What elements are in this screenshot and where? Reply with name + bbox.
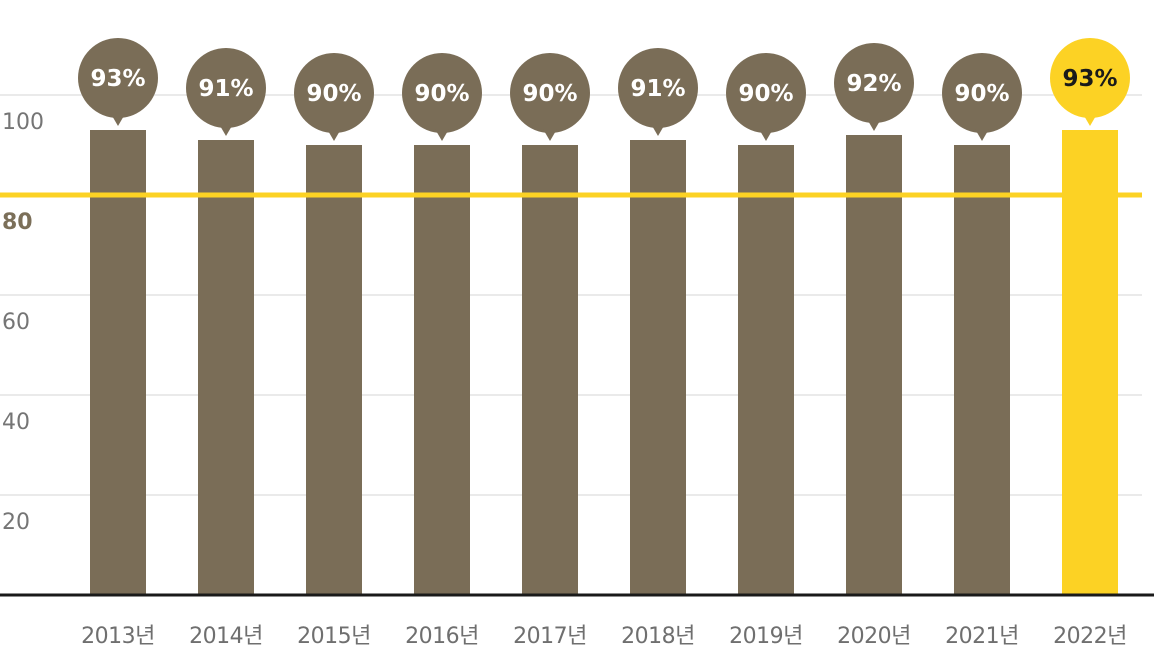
data-label-bubble-2017년: 90%	[510, 53, 590, 141]
bar-2021년	[954, 145, 1010, 595]
bar-2014년	[198, 140, 254, 595]
data-label-2019년: 90%	[738, 81, 793, 107]
bubble-circle	[834, 43, 914, 123]
bubble-circle	[78, 38, 158, 118]
bubble-pointer	[327, 129, 341, 141]
bubble-circle	[294, 53, 374, 133]
data-label-bubble-2016년: 90%	[402, 53, 482, 141]
data-label-bubble-2020년: 92%	[834, 43, 914, 131]
axis-layer: 20 40 60 80 100 2013년 2014년 2015년 2016년 2017년 2018…	[0, 110, 1154, 649]
y-tick-label-40: 40	[2, 410, 30, 435]
y-tick-label-20: 20	[2, 510, 30, 535]
bubble-circle	[402, 53, 482, 133]
x-tick-label-2019년: 2019년	[729, 624, 803, 649]
data-label-2014년: 91%	[198, 76, 253, 102]
x-tick-label-2017년: 2017년	[513, 624, 587, 649]
data-label-bubble-2015년: 90%	[294, 53, 374, 141]
bubble-pointer	[219, 124, 233, 136]
data-label-2021년: 90%	[954, 81, 1009, 107]
y-tick-label-100: 100	[2, 110, 44, 135]
data-label-2018년: 91%	[630, 76, 685, 102]
data-label-bubble-2013년: 93%	[78, 38, 158, 126]
bubble-circle	[942, 53, 1022, 133]
x-tick-label-2014년: 2014년	[189, 624, 263, 649]
bubble-pointer	[435, 129, 449, 141]
bubble-pointer	[543, 129, 557, 141]
data-label-bubble-2014년: 91%	[186, 48, 266, 136]
bar-2022년	[1062, 130, 1118, 595]
bubble-pointer	[867, 119, 881, 131]
bubble-circle	[1050, 38, 1130, 118]
bubble-pointer	[1083, 114, 1097, 126]
data-label-2013년: 93%	[90, 66, 145, 92]
bar-2013년	[90, 130, 146, 595]
x-tick-label-2020년: 2020년	[837, 624, 911, 649]
data-label-2016년: 90%	[414, 81, 469, 107]
bar-2020년	[846, 135, 902, 595]
data-label-bubble-2018년: 91%	[618, 48, 698, 136]
data-label-2022년: 93%	[1062, 66, 1117, 92]
x-tick-label-2021년: 2021년	[945, 624, 1019, 649]
bubble-pointer	[759, 129, 773, 141]
bubble-circle	[186, 48, 266, 128]
bar-2015년	[306, 145, 362, 595]
bubble-circle	[726, 53, 806, 133]
bubble-circle	[618, 48, 698, 128]
x-tick-label-2013년: 2013년	[81, 624, 155, 649]
bubble-pointer	[651, 124, 665, 136]
bubble-circle	[510, 53, 590, 133]
data-label-2015년: 90%	[306, 81, 361, 107]
x-tick-label-2016년: 2016년	[405, 624, 479, 649]
x-tick-label-2018년: 2018년	[621, 624, 695, 649]
bar-2018년	[630, 140, 686, 595]
bars-layer	[90, 130, 1118, 595]
bubble-pointer	[975, 129, 989, 141]
y-tick-label-80: 80	[2, 210, 33, 235]
x-tick-label-2015년: 2015년	[297, 624, 371, 649]
data-label-2017년: 90%	[522, 81, 577, 107]
y-tick-label-60: 60	[2, 310, 30, 335]
data-labels-layer: 93% 91% 90% 90% 90% 91% 90% 92% 90% 93%	[78, 38, 1130, 141]
data-label-bubble-2021년: 90%	[942, 53, 1022, 141]
bar-2016년	[414, 145, 470, 595]
bar-2019년	[738, 145, 794, 595]
bubble-pointer	[111, 114, 125, 126]
data-label-bubble-2022년: 93%	[1050, 38, 1130, 126]
data-label-bubble-2019년: 90%	[726, 53, 806, 141]
data-label-2020년: 92%	[846, 71, 901, 97]
bar-2017년	[522, 145, 578, 595]
x-tick-label-2022년: 2022년	[1053, 624, 1127, 649]
